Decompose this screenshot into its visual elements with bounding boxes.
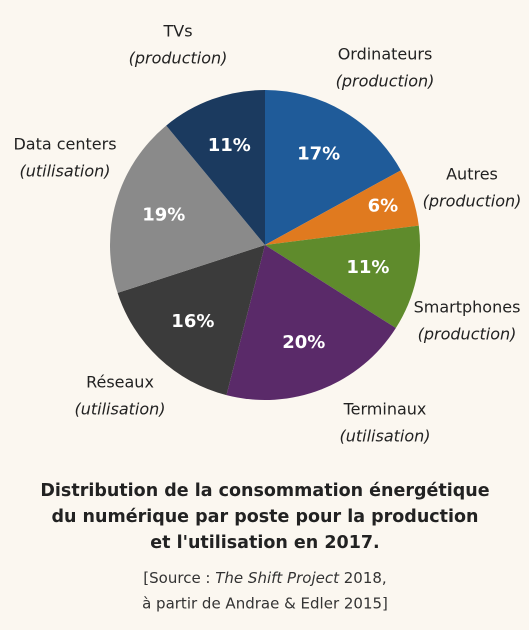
category-sublabel: (utilisation) <box>19 162 110 181</box>
category-label: TVs <box>162 22 192 41</box>
source: [Source : The Shift Project 2018, <box>143 569 386 587</box>
value-label: 16% <box>171 311 214 332</box>
title-line: du numérique par poste pour la productio… <box>51 507 478 527</box>
title-line: et l'utilisation en 2017. <box>150 533 379 553</box>
pie-slice <box>265 170 419 245</box>
value-label: 20% <box>282 332 325 353</box>
value-label: 19% <box>142 205 185 226</box>
value-label: 6% <box>368 196 399 217</box>
pie-slice <box>110 125 265 293</box>
category-label: Autres <box>446 165 498 184</box>
category-sublabel: (production) <box>129 49 228 68</box>
pie-slice <box>117 245 265 396</box>
category-sublabel: (production) <box>418 325 517 344</box>
category-sublabel: (utilisation) <box>74 400 165 419</box>
pie-slice <box>226 245 396 401</box>
category-label: Smartphones <box>414 298 521 317</box>
source: à partir de Andrae & Edler 2015] <box>142 595 388 613</box>
source-part: 2018, <box>339 569 387 587</box>
category-label: Réseaux <box>86 373 154 392</box>
category-sublabel: (production) <box>336 72 435 91</box>
category-label: Terminaux <box>343 400 427 419</box>
category-sublabel: (production) <box>423 192 522 211</box>
source-part: [Source : <box>143 569 215 587</box>
value-label: 11% <box>208 135 251 156</box>
title-line: Distribution de la consommation énergéti… <box>40 481 489 501</box>
pie-slice <box>265 225 420 329</box>
value-label: 17% <box>297 143 340 164</box>
source-part: The Shift Project <box>215 569 340 587</box>
pie-slice <box>166 90 265 245</box>
category-label: Ordinateurs <box>338 45 433 64</box>
value-label: 11% <box>346 257 389 278</box>
category-label: Data centers <box>13 135 116 154</box>
category-sublabel: (utilisation) <box>339 427 430 446</box>
pie-slice <box>265 90 401 245</box>
